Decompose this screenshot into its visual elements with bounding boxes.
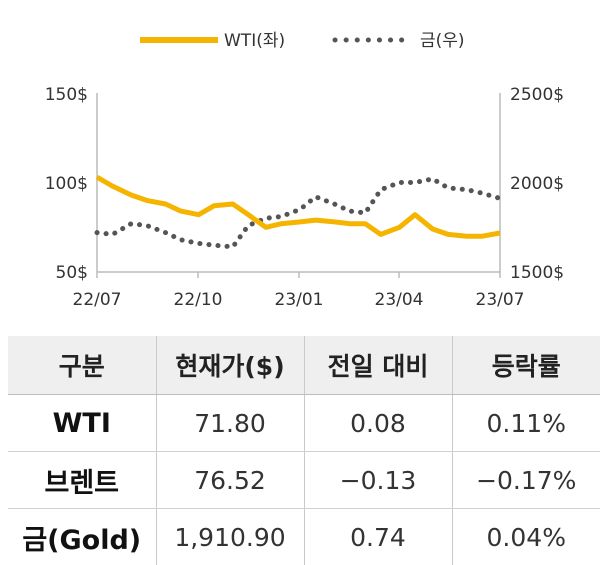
x-tick-label: 23/04 bbox=[375, 290, 424, 310]
table-row: 금(Gold) 1,910.90 0.74 0.04% bbox=[8, 509, 600, 565]
tick-marks bbox=[97, 272, 500, 278]
price-chart: WTI(좌) 금(우) 150$ 100$ 50$ 2500$ 2000$ 15… bbox=[0, 0, 600, 330]
axes bbox=[97, 93, 500, 272]
series-line-gold bbox=[97, 179, 500, 247]
rate-cell: 0.11% bbox=[452, 395, 600, 452]
x-tick-label: 23/01 bbox=[275, 290, 324, 310]
price-cell: 76.52 bbox=[156, 452, 304, 509]
y-right-tick-label: 2000$ bbox=[510, 174, 564, 194]
row-label: WTI bbox=[8, 395, 156, 452]
table-row: 브렌트 76.52 −0.13 −0.17% bbox=[8, 452, 600, 509]
x-tick-label: 22/07 bbox=[73, 290, 122, 310]
series-points bbox=[97, 177, 500, 247]
column-header: 구분 bbox=[8, 336, 156, 395]
x-tick-label: 23/07 bbox=[476, 290, 525, 310]
legend-wti-label: WTI(좌) bbox=[224, 31, 285, 51]
change-cell: 0.74 bbox=[304, 509, 452, 565]
table-row: WTI 71.80 0.08 0.11% bbox=[8, 395, 600, 452]
column-header: 현재가($) bbox=[156, 336, 304, 395]
rate-cell: −0.17% bbox=[452, 452, 600, 509]
price-cell: 71.80 bbox=[156, 395, 304, 452]
y-left-tick-label: 150$ bbox=[45, 85, 88, 105]
table-header-row: 구분 현재가($) 전일 대비 등락률 bbox=[8, 336, 600, 395]
rate-cell: 0.04% bbox=[452, 509, 600, 565]
row-label: 브렌트 bbox=[8, 452, 156, 509]
y-left-tick-label: 100$ bbox=[45, 174, 88, 194]
column-header: 등락률 bbox=[452, 336, 600, 395]
y-left-tick-label: 50$ bbox=[56, 263, 88, 283]
column-header: 전일 대비 bbox=[304, 336, 452, 395]
legend-gold-label: 금(우) bbox=[420, 31, 465, 51]
change-cell: 0.08 bbox=[304, 395, 452, 452]
change-cell: −0.13 bbox=[304, 452, 452, 509]
price-table: 구분 현재가($) 전일 대비 등락률 WTI 71.80 0.08 0.11%… bbox=[8, 336, 600, 565]
price-cell: 1,910.90 bbox=[156, 509, 304, 565]
y-right-tick-label: 1500$ bbox=[510, 263, 564, 283]
row-label: 금(Gold) bbox=[8, 509, 156, 565]
x-tick-label: 22/10 bbox=[174, 290, 223, 310]
legend: WTI(좌) 금(우) bbox=[140, 31, 465, 51]
y-right-tick-label: 2500$ bbox=[510, 85, 564, 105]
